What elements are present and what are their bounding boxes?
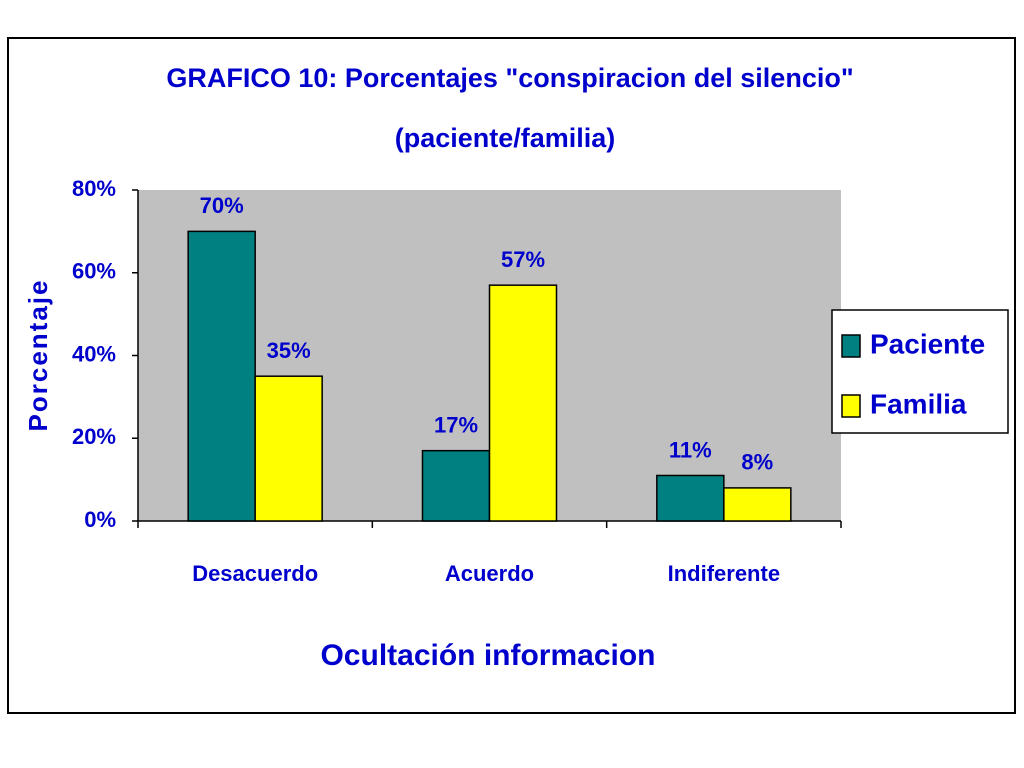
legend-swatch [841,334,861,358]
value-label: 70% [200,193,244,218]
x-tick-label: Acuerdo [445,561,534,586]
bar [488,284,558,522]
bar [187,230,256,522]
value-label: 57% [501,247,545,272]
chart-title: GRAFICO 10: Porcentajes "conspiracion de… [166,63,853,93]
x-tick-label: Indiferente [668,561,780,586]
y-tick-label: 60% [72,259,116,284]
y-tick-label: 80% [72,176,116,201]
value-label: 11% [669,437,712,462]
value-label: 35% [267,338,311,363]
y-tick-label: 0% [84,507,116,532]
legend [831,309,1009,434]
value-label: 17% [434,412,478,437]
legend-label: Paciente [870,328,985,359]
value-label: 8% [741,450,773,475]
bar [254,375,323,522]
y-tick-label: 40% [72,341,116,366]
bar [723,487,792,522]
bar [421,449,491,522]
x-axis-title: Ocultación informacion [320,639,655,672]
y-tick-label: 20% [72,424,116,449]
legend-swatch [841,394,861,418]
bar [656,474,725,522]
legend-label: Familia [870,388,967,419]
y-axis-title: Porcentaje [23,279,53,432]
x-tick-label: Desacuerdo [192,561,318,586]
chart-title: (paciente/familia) [395,123,616,153]
